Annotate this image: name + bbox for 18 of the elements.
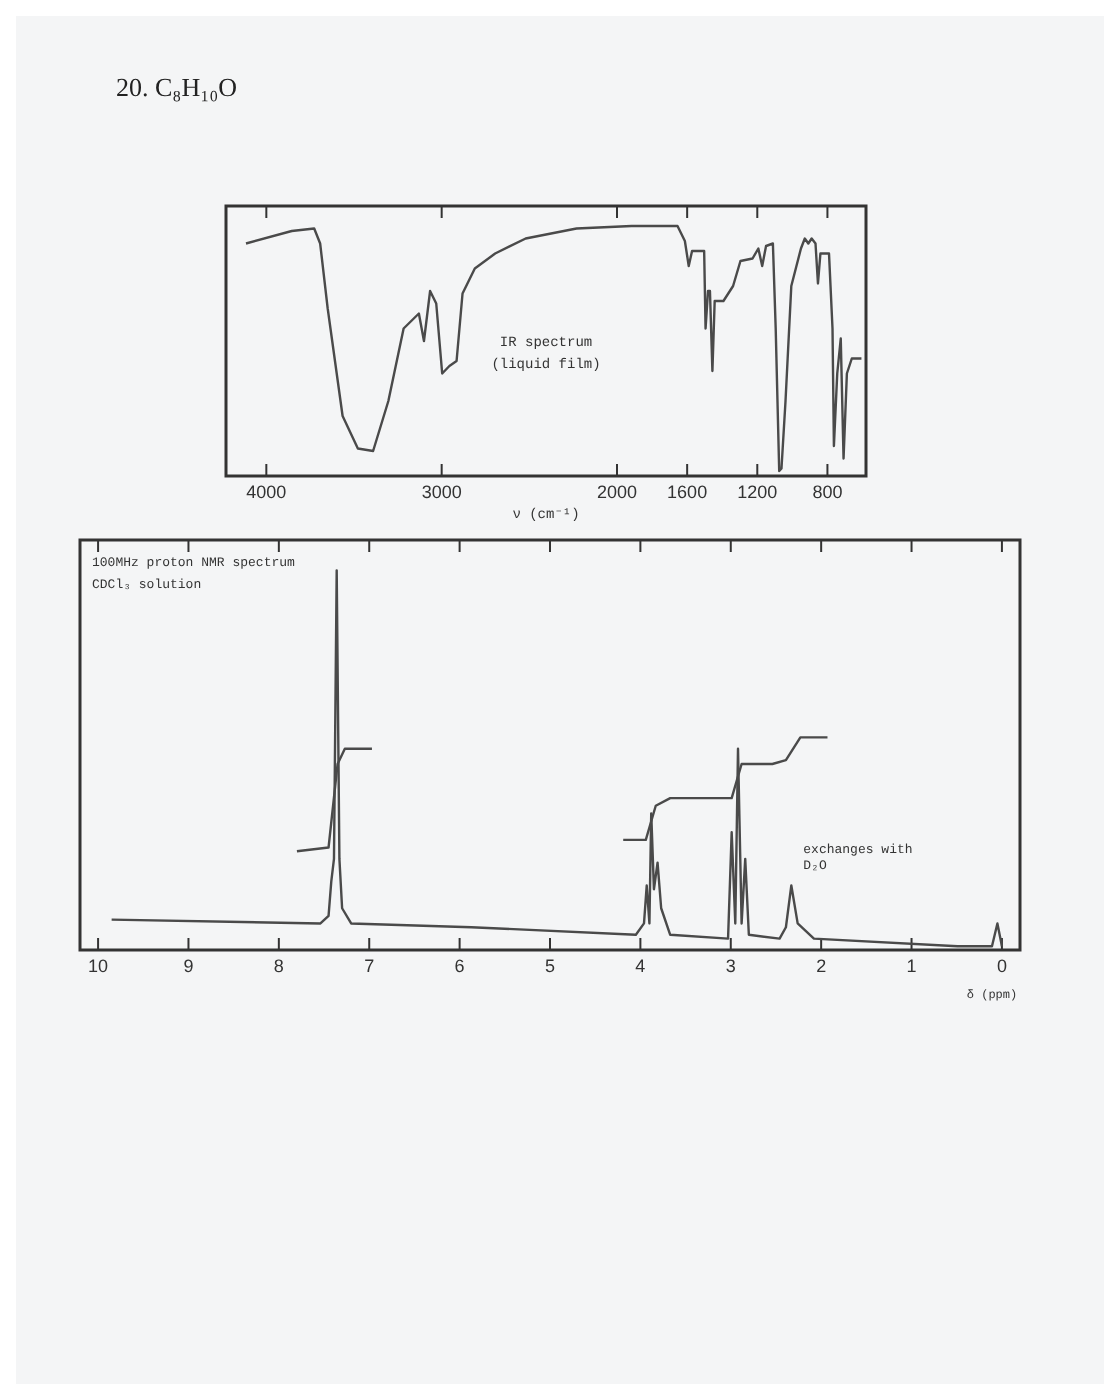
x-tick-label: 7: [364, 956, 375, 976]
x-tick-label: 0: [996, 956, 1007, 976]
x-tick-label: 5: [544, 956, 556, 976]
x-tick-label: 10: [88, 956, 109, 976]
x-tick-label: 8: [273, 956, 284, 976]
x-tick-label: 1600: [667, 482, 708, 502]
x-tick-label: 1200: [737, 482, 778, 502]
x-tick-label: 3: [725, 956, 736, 976]
x-tick-label: 1: [906, 956, 917, 976]
x-tick-label: 4: [635, 956, 646, 976]
x-tick-label: 9: [183, 956, 194, 976]
x-tick-label: 4000: [246, 482, 287, 502]
x-tick-label: 2000: [596, 482, 638, 502]
x-tick-label: 2: [816, 956, 827, 976]
x-tick-label: 6: [454, 956, 465, 976]
x-tick-label: 800: [812, 482, 843, 502]
x-tick-label: 3000: [421, 482, 462, 502]
chart-title: 20. C₈H₁₀O: [116, 72, 238, 102]
